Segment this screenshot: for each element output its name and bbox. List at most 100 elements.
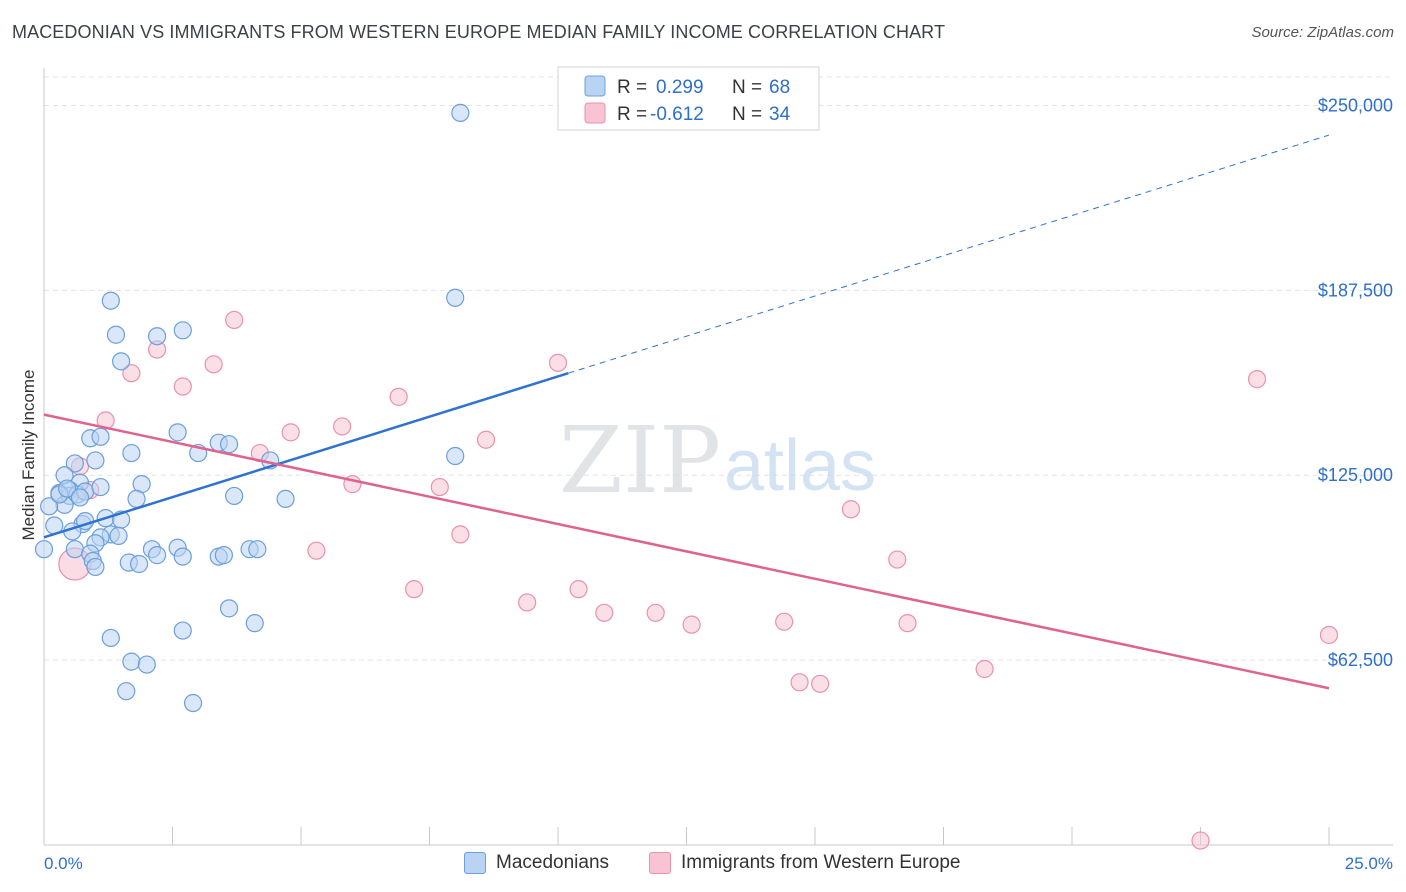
point-blue-57[interactable] [101, 628, 120, 648]
point-pink-25[interactable] [646, 603, 665, 622]
y-axis-label: Median Family Income [19, 369, 38, 540]
stats-legend: R = 0.299 N = 68 R = -0.612 N = 34 [557, 66, 820, 131]
point-blue-36[interactable] [109, 526, 128, 545]
legend-swatch-immigrants [649, 852, 671, 874]
point-blue-15[interactable] [65, 454, 84, 473]
point-blue-1[interactable] [446, 288, 465, 307]
point-pink-31[interactable] [811, 674, 830, 693]
legend-r-value-2: -0.612 [650, 104, 704, 125]
point-pink-33[interactable] [1191, 831, 1210, 850]
point-pink-16[interactable] [430, 477, 449, 497]
point-pink-20[interactable] [888, 550, 907, 569]
point-pink-5[interactable] [173, 377, 192, 396]
point-pink-4[interactable] [122, 364, 141, 383]
point-blue-39[interactable] [65, 540, 84, 559]
legend-swatch-pink [584, 102, 606, 124]
point-pink-3[interactable] [548, 353, 568, 372]
point-blue-66[interactable] [58, 479, 77, 498]
point-blue-4[interactable] [147, 327, 167, 346]
trend-line-macedonians-extension [568, 134, 1330, 374]
point-pink-2[interactable] [204, 355, 223, 374]
point-pink-32[interactable] [975, 659, 994, 679]
legend-n-value-2: 34 [769, 104, 791, 125]
x-tick-label-max: 25.0% [1345, 854, 1393, 873]
point-pink-21[interactable] [404, 580, 424, 599]
watermark-zip: ZIP [559, 407, 721, 514]
point-blue-0[interactable] [451, 103, 470, 122]
point-pink-10[interactable] [281, 423, 300, 442]
point-blue-47[interactable] [214, 546, 233, 565]
point-pink-30[interactable] [790, 673, 809, 692]
point-pink-19[interactable] [307, 541, 326, 560]
point-blue-59[interactable] [137, 655, 156, 674]
legend-swatch-blue [584, 75, 606, 97]
point-blue-67[interactable] [70, 488, 90, 507]
zipatlas-watermark: ZIP atlas [559, 407, 876, 514]
point-blue-6[interactable] [111, 352, 131, 371]
legend-r-value-1: 0.299 [656, 77, 704, 98]
point-blue-2[interactable] [101, 291, 120, 310]
point-blue-17[interactable] [446, 446, 465, 466]
point-blue-25[interactable] [127, 489, 146, 509]
legend-n-label-2: N = [732, 104, 762, 125]
point-pink-22[interactable] [518, 593, 537, 612]
point-blue-45[interactable] [173, 547, 192, 566]
point-blue-12[interactable] [122, 443, 141, 463]
point-pink-29[interactable] [1319, 625, 1339, 645]
point-pink-0[interactable] [225, 310, 244, 330]
y-tick-label-2: $187,500 [1318, 280, 1393, 300]
point-blue-41[interactable] [34, 540, 54, 559]
point-blue-14[interactable] [86, 451, 105, 470]
point-blue-56[interactable] [173, 621, 192, 640]
point-blue-53[interactable] [129, 554, 149, 574]
point-blue-7[interactable] [168, 423, 187, 442]
point-blue-55[interactable] [245, 614, 264, 633]
point-blue-27[interactable] [276, 489, 295, 509]
point-pink-27[interactable] [775, 612, 794, 631]
point-pink-6[interactable] [389, 387, 408, 406]
legend-swatch-macedonians [464, 852, 486, 874]
point-pink-7[interactable] [1247, 370, 1267, 389]
point-blue-60[interactable] [117, 682, 136, 701]
point-pink-11[interactable] [476, 430, 496, 449]
grid-lines [44, 76, 1393, 661]
point-blue-54[interactable] [219, 599, 239, 618]
legend-item-macedonians[interactable]: Macedonians [464, 852, 609, 874]
point-blue-26[interactable] [225, 486, 244, 506]
legend-item-immigrants-western-europe[interactable]: Immigrants from Western Europe [649, 852, 960, 874]
point-blue-49[interactable] [248, 540, 267, 559]
point-pink-17[interactable] [841, 500, 861, 519]
trend-line-macedonians [43, 372, 569, 539]
series-legend: Macedonians Immigrants from Western Euro… [0, 852, 1406, 878]
legend-n-value-1: 68 [769, 77, 790, 98]
trend-line-immigrants [43, 413, 1330, 690]
y-tick-labels: $62,500 $125,000 $187,500 $250,000 [1318, 95, 1393, 670]
trend-lines [43, 134, 1330, 690]
series-immigrants-western-europe-points [58, 310, 1339, 850]
y-tick-label-1: $125,000 [1318, 465, 1393, 485]
point-pink-8[interactable] [96, 411, 115, 430]
x-tick-label-min: 0.0% [44, 854, 83, 873]
point-pink-24[interactable] [595, 603, 614, 622]
point-pink-28[interactable] [898, 614, 917, 633]
legend-n-label-1: N = [732, 77, 762, 98]
point-blue-51[interactable] [86, 557, 105, 577]
point-pink-9[interactable] [333, 417, 352, 436]
point-blue-28[interactable] [40, 497, 59, 516]
point-blue-5[interactable] [173, 321, 192, 340]
legend-label-immigrants: Immigrants from Western Europe [681, 852, 961, 873]
chart-title: MACEDONIAN VS IMMIGRANTS FROM WESTERN EU… [12, 22, 946, 42]
point-blue-3[interactable] [106, 325, 126, 344]
chart-source: Source: ZipAtlas.com [1251, 24, 1394, 41]
point-blue-11[interactable] [219, 435, 239, 454]
point-blue-44[interactable] [147, 546, 167, 565]
point-blue-58[interactable] [122, 652, 141, 671]
point-blue-64[interactable] [91, 477, 110, 497]
series-macedonians-points [34, 103, 470, 713]
point-blue-61[interactable] [183, 693, 203, 713]
point-blue-9[interactable] [91, 427, 110, 446]
point-pink-23[interactable] [569, 580, 588, 599]
point-pink-18[interactable] [451, 525, 470, 544]
point-pink-26[interactable] [682, 615, 701, 634]
